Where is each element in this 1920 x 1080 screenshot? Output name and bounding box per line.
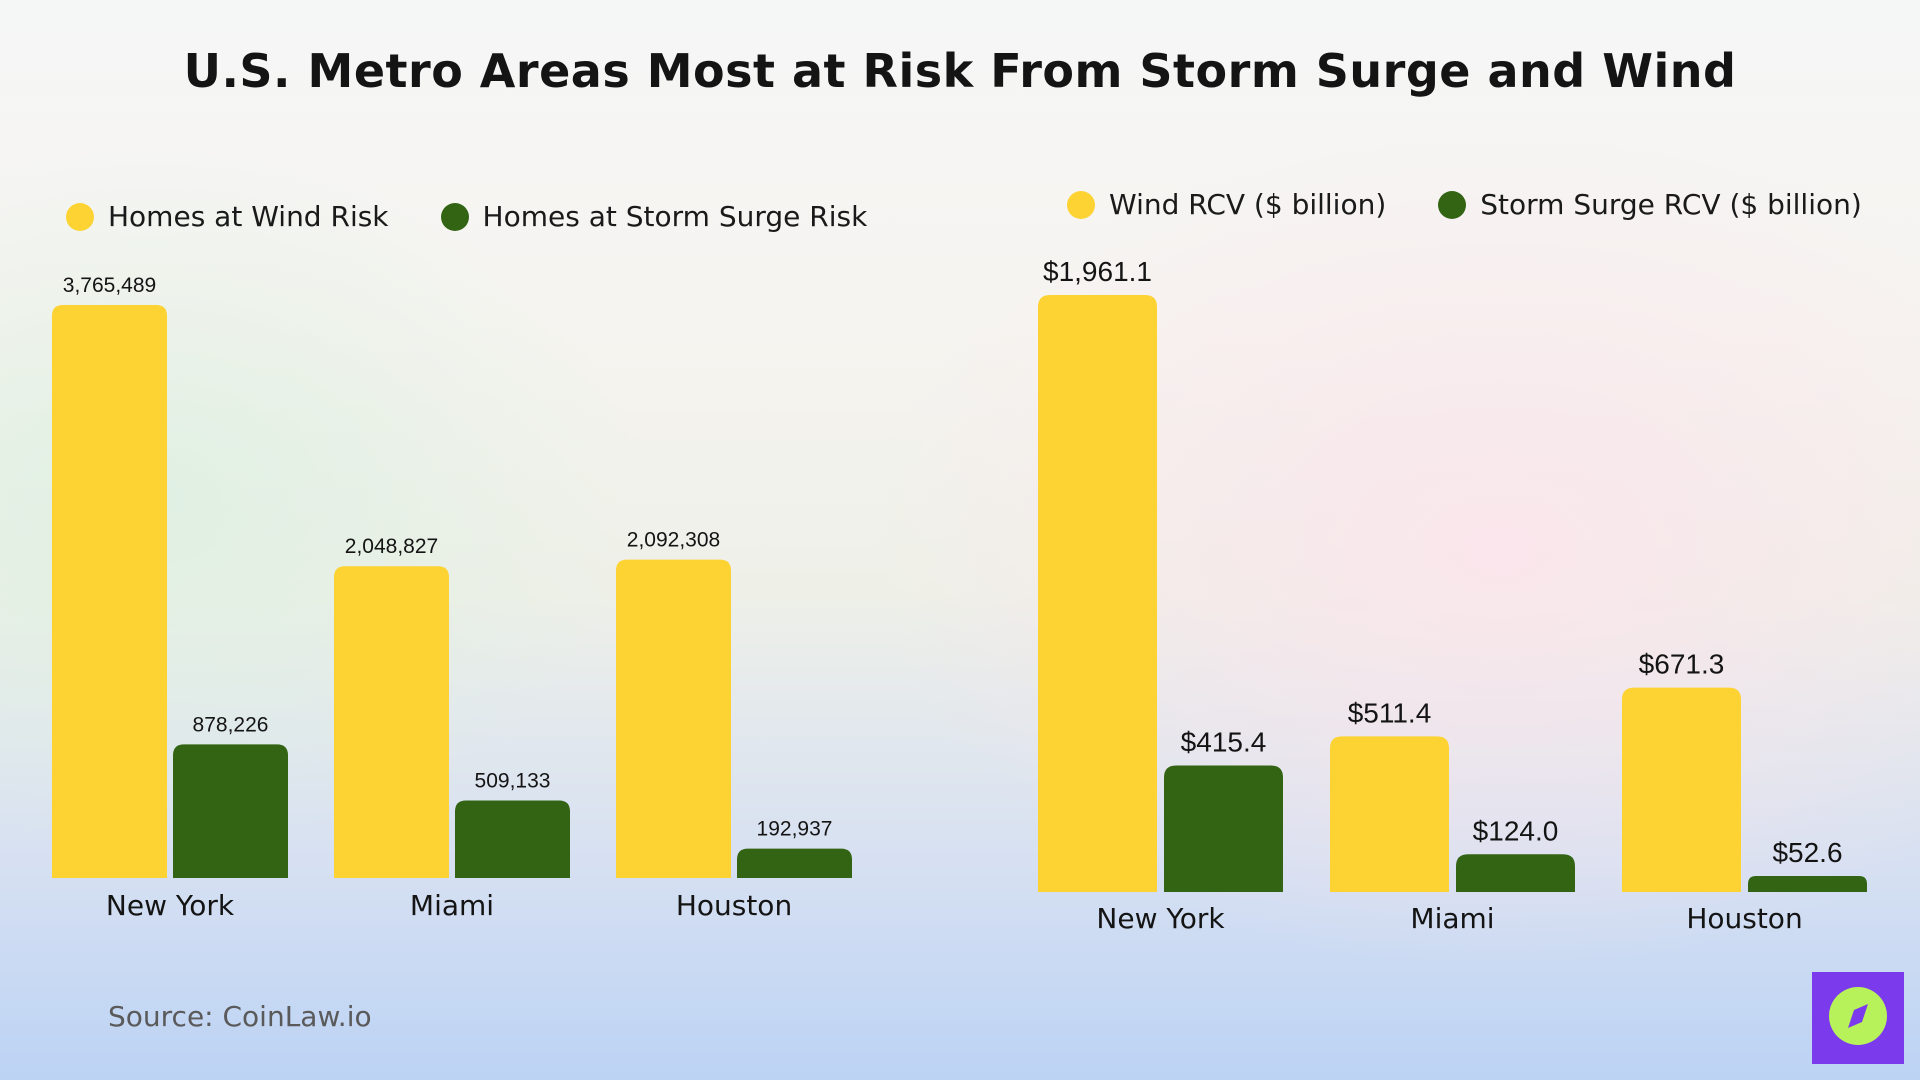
bar-1-new-york-surge [1164, 765, 1283, 892]
bar-value-label: $1,961.1 [1043, 256, 1152, 287]
bar-0-new-york-surge [173, 744, 288, 878]
category-label: Miami [410, 889, 494, 922]
bar-value-label: $415.4 [1181, 727, 1267, 758]
bar-value-label: 2,092,308 [627, 529, 720, 552]
category-label: New York [1096, 902, 1225, 935]
category-label: Miami [1410, 902, 1494, 935]
bar-value-label: $511.4 [1348, 697, 1432, 728]
source-note: Source: CoinLaw.io [108, 1000, 372, 1033]
bar-0-houston-wind [616, 559, 731, 878]
bar-value-label: 509,133 [475, 770, 551, 793]
legend-swatch-wind [1067, 190, 1095, 219]
legend-item-surge-homes: Homes at Storm Surge Risk [440, 200, 868, 233]
chart-title: U.S. Metro Areas Most at Risk From Storm… [183, 44, 1737, 98]
legend-item-wind-rcv: Wind RCV ($ billion) [1067, 188, 1386, 221]
legend-item-wind-homes: Homes at Wind Risk [66, 200, 389, 233]
bar-1-miami-wind [1330, 736, 1449, 892]
bar-1-houston-surge [1748, 875, 1867, 892]
compass-icon [1828, 986, 1888, 1050]
bar-0-miami-surge [455, 800, 570, 878]
legend-swatch-wind [66, 202, 94, 231]
category-label: Houston [676, 889, 792, 922]
bar-value-label: 878,226 [193, 713, 269, 736]
legend-label-surge-rcv: Storm Surge RCV ($ billion) [1480, 188, 1862, 221]
category-label: New York [106, 889, 235, 922]
legend-label-surge-homes: Homes at Storm Surge Risk [482, 200, 868, 233]
legend-item-surge-rcv: Storm Surge RCV ($ billion) [1438, 188, 1862, 221]
legend-swatch-surge [1438, 190, 1467, 219]
logo [1812, 972, 1904, 1064]
legend-label-wind-homes: Homes at Wind Risk [108, 200, 389, 233]
bar-value-label: 192,937 [757, 818, 833, 841]
bar-0-houston-surge [737, 848, 852, 878]
legend-swatch-surge [440, 202, 469, 231]
bar-0-new-york-wind [52, 305, 167, 878]
legend-rcv: Wind RCV ($ billion) Storm Surge RCV ($ … [1067, 188, 1862, 221]
bar-value-label: $671.3 [1639, 649, 1725, 680]
bar-value-label: $124.0 [1473, 815, 1559, 846]
category-label: Houston [1686, 902, 1802, 935]
bar-value-label: 3,765,489 [63, 274, 156, 297]
bar-0-miami-wind [334, 566, 449, 878]
bar-1-houston-wind [1622, 687, 1741, 892]
legend-homes: Homes at Wind Risk Homes at Storm Surge … [66, 200, 867, 233]
legend-label-wind-rcv: Wind RCV ($ billion) [1109, 188, 1387, 221]
bar-1-miami-surge [1456, 854, 1575, 892]
bar-1-new-york-wind [1038, 295, 1157, 892]
bar-value-label: 2,048,827 [345, 535, 438, 558]
bar-value-label: $52.6 [1772, 837, 1842, 868]
